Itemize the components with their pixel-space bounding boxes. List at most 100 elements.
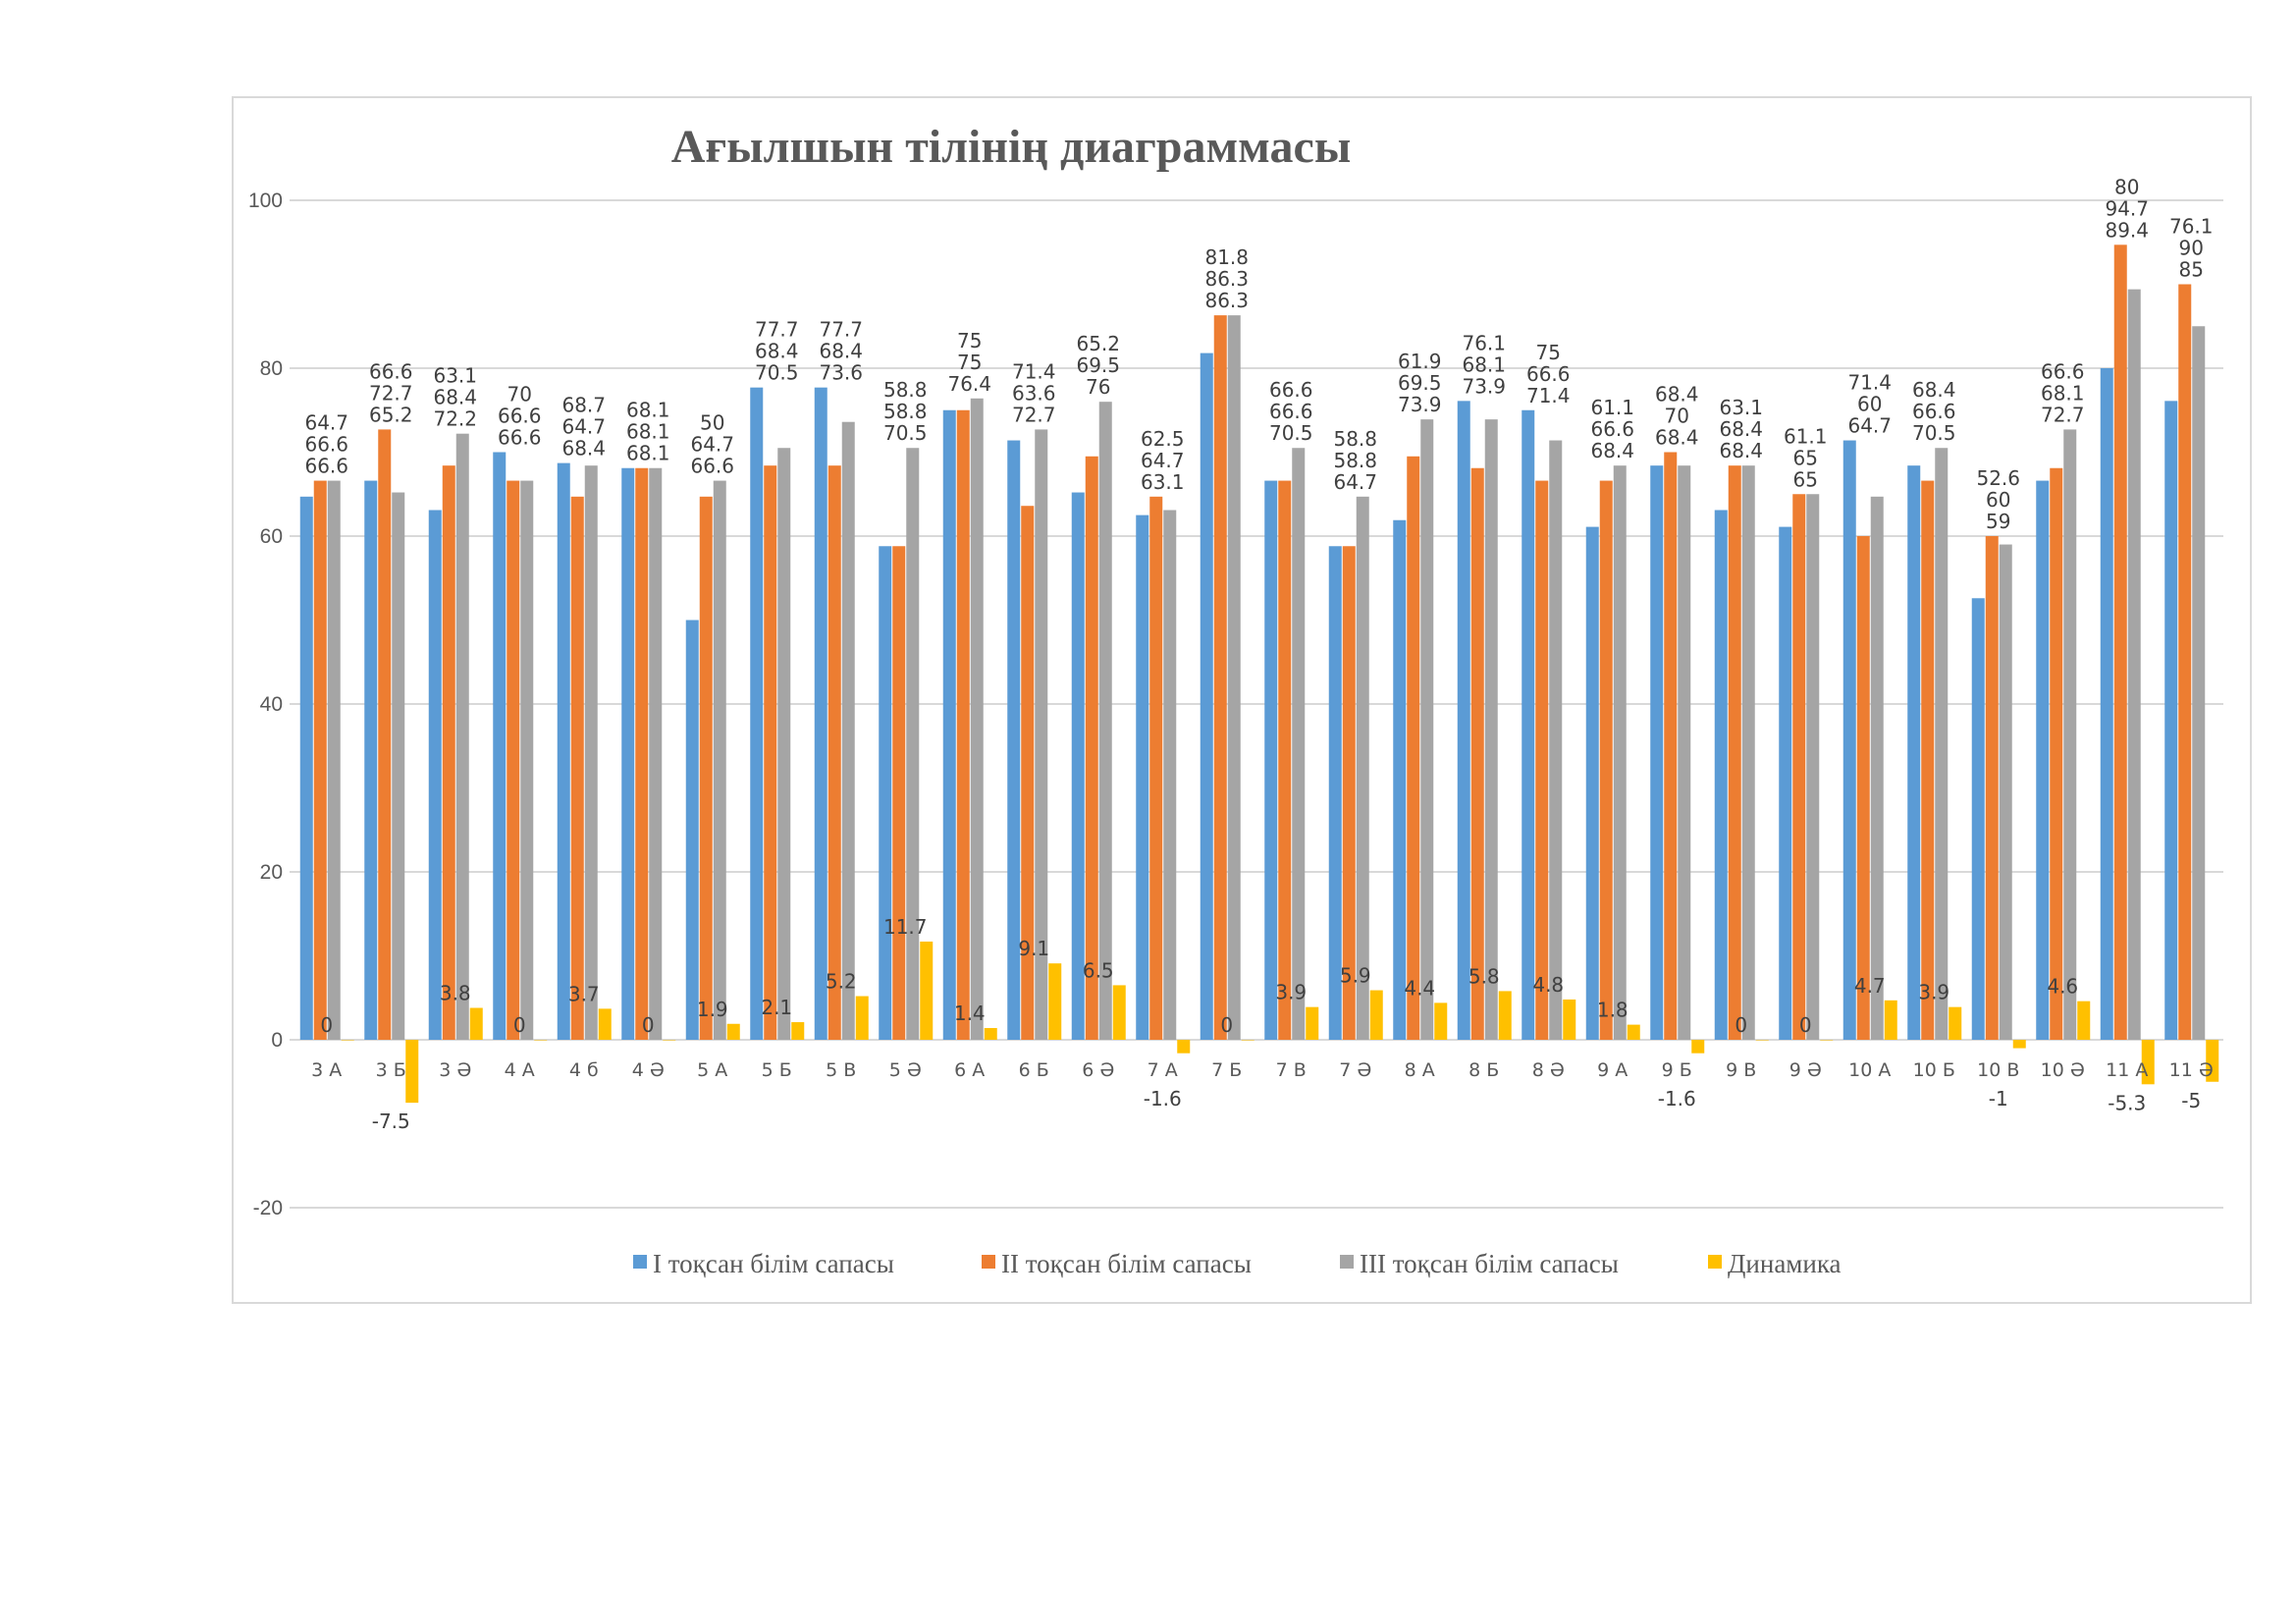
bar-2-4-б: [570, 496, 584, 1040]
bar-4-5-В: [855, 996, 869, 1040]
data-label: 64.7: [304, 411, 348, 435]
data-label: 81.8: [1204, 245, 1249, 269]
category-label: 10 В: [1977, 1059, 2019, 1081]
bar-3-10-Ә: [2063, 429, 2077, 1040]
data-label: -1: [1989, 1087, 2008, 1110]
bar-4-10-Б: [1949, 1006, 1962, 1040]
bar-4-9-Б: [1691, 1040, 1705, 1054]
bar-1-7-В: [1264, 480, 1278, 1040]
bar-3-7-В: [1292, 448, 1306, 1041]
data-label: 77.7: [755, 318, 799, 342]
data-label: 68.4: [1719, 417, 1763, 441]
category-label: 10 Ә: [2041, 1059, 2085, 1081]
bar-1-7-Ә: [1328, 546, 1342, 1040]
data-label: 76.1: [2169, 215, 2214, 239]
data-label: 72.7: [2041, 403, 2085, 426]
bar-4-11-А: [2141, 1040, 2155, 1085]
data-label: 58.8: [883, 400, 928, 423]
data-label: 0: [320, 1013, 333, 1037]
data-label: 70.5: [1269, 421, 1313, 445]
bar-3-4-Ә: [649, 467, 663, 1040]
y-tick-label: 0: [271, 1029, 283, 1052]
bar-4-7-Б: [1241, 1040, 1255, 1041]
data-label: 72.7: [369, 381, 413, 405]
legend-label: І тоқсан білім сапасы: [653, 1249, 894, 1278]
data-label: 65: [1793, 446, 1818, 469]
bar-4-10-А: [1884, 1000, 1897, 1040]
bar-3-3-Ә: [455, 433, 469, 1040]
data-label: 1.4: [954, 1001, 986, 1025]
bar-1-8-Б: [1457, 401, 1470, 1041]
category-label: 7 Ә: [1339, 1059, 1371, 1081]
category-label: 9 В: [1726, 1059, 1756, 1081]
category-label: 6 Б: [1019, 1059, 1049, 1081]
data-label: 50: [700, 411, 724, 435]
data-label: 71.4: [1012, 359, 1056, 383]
bar-1-8-А: [1393, 519, 1407, 1040]
bar-2-9-Ә: [1792, 494, 1806, 1040]
bar-3-5-А: [713, 480, 726, 1040]
bar-1-10-А: [1842, 440, 1856, 1040]
bar-2-9-А: [1599, 480, 1613, 1040]
bar-2-5-Б: [764, 465, 777, 1040]
data-label: 1.8: [1597, 999, 1629, 1022]
data-label: 52.6: [1976, 466, 2020, 490]
bar-4-3-А: [341, 1040, 354, 1041]
data-label: 68.7: [561, 394, 606, 417]
category-label: 4 б: [569, 1059, 599, 1081]
bar-4-6-А: [984, 1028, 997, 1040]
data-label: 61.1: [1784, 424, 1828, 448]
bar-3-9-А: [1613, 465, 1627, 1040]
bar-3-11-Ә: [2192, 326, 2206, 1040]
y-tick-label: 80: [260, 357, 283, 380]
category-label: 6 А: [954, 1059, 985, 1081]
data-label: 64.7: [690, 433, 734, 457]
bar-4-4-А: [534, 1040, 548, 1041]
category-label: 5 Б: [762, 1059, 792, 1081]
data-label: 68.4: [1590, 439, 1634, 462]
data-label: 66.6: [1526, 362, 1571, 386]
data-label: 60: [1986, 488, 2010, 512]
bar-2-9-Б: [1664, 452, 1678, 1040]
data-label: 86.3: [1204, 289, 1249, 312]
data-label: 2.1: [761, 996, 792, 1019]
bar-1-5-Б: [750, 387, 764, 1040]
category-label: 11 Ә: [2169, 1059, 2214, 1081]
bar-4-3-Ә: [469, 1007, 483, 1040]
data-label: 76: [1086, 375, 1110, 399]
bar-4-11-Ә: [2206, 1040, 2219, 1082]
category-label: 3 А: [311, 1059, 342, 1081]
bar-4-8-А: [1434, 1002, 1448, 1040]
data-label: 70.5: [883, 421, 928, 445]
data-label: 65: [1793, 467, 1818, 491]
bar-2-3-Б: [378, 429, 392, 1040]
bar-3-9-Ә: [1806, 494, 1820, 1040]
category-label: 9 А: [1597, 1059, 1628, 1081]
data-label: 11.7: [883, 915, 928, 939]
data-label: 66.6: [2041, 359, 2085, 383]
data-label: 75: [1536, 341, 1561, 364]
data-label: 68.4: [1912, 378, 1956, 402]
data-label: 69.5: [1398, 371, 1442, 395]
data-label: 0: [1735, 1013, 1747, 1037]
data-label: 68.4: [1655, 383, 1699, 406]
data-label: 5.8: [1468, 964, 1500, 988]
data-label: 66.6: [369, 359, 413, 383]
bar-1-3-А: [299, 496, 313, 1040]
data-label: 64.7: [561, 415, 606, 439]
data-label: -5.3: [2108, 1091, 2146, 1114]
bar-2-6-Б: [1021, 506, 1035, 1040]
bar-3-8-Б: [1484, 419, 1498, 1040]
bar-3-7-Ә: [1356, 496, 1369, 1040]
data-label: 71.4: [1847, 371, 1892, 395]
bar-1-9-Б: [1650, 465, 1664, 1040]
category-label: 7 А: [1148, 1059, 1178, 1081]
data-label: 68.4: [1655, 426, 1699, 450]
bar-2-3-А: [313, 480, 327, 1040]
bar-4-10-В: [2012, 1040, 2026, 1049]
data-label: 0: [642, 1013, 655, 1037]
bar-4-3-Б: [405, 1040, 419, 1104]
bar-1-6-Б: [1007, 440, 1021, 1040]
bar-2-9-В: [1728, 465, 1741, 1040]
